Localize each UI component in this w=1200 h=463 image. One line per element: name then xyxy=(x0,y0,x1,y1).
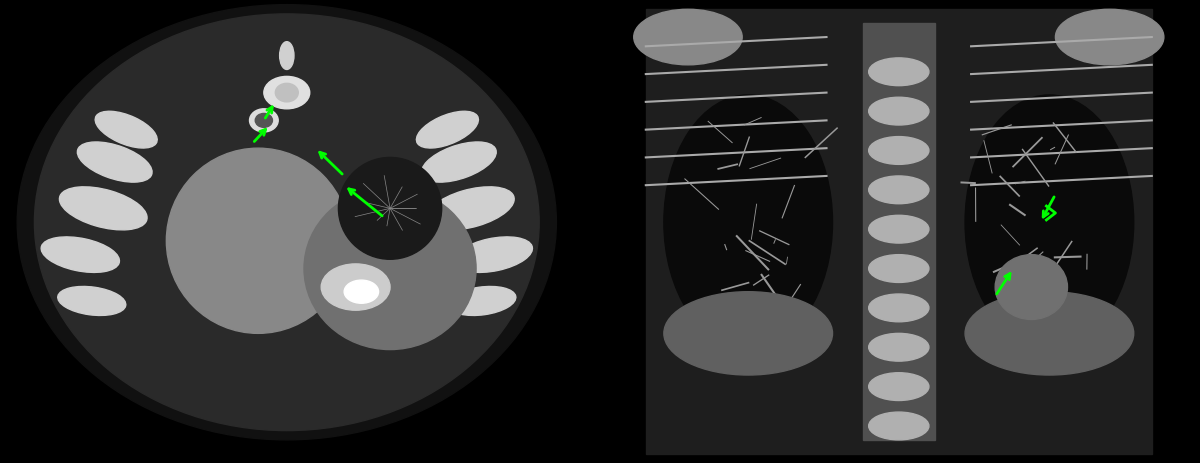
Bar xyxy=(863,23,935,440)
Ellipse shape xyxy=(416,111,479,148)
Ellipse shape xyxy=(304,188,476,350)
Ellipse shape xyxy=(454,237,533,272)
Circle shape xyxy=(17,5,557,440)
Ellipse shape xyxy=(58,287,126,315)
Ellipse shape xyxy=(965,292,1134,375)
Ellipse shape xyxy=(344,280,378,303)
Ellipse shape xyxy=(664,95,833,350)
Ellipse shape xyxy=(869,373,929,400)
Ellipse shape xyxy=(426,187,514,230)
Bar xyxy=(646,9,1152,454)
Ellipse shape xyxy=(60,187,148,230)
Ellipse shape xyxy=(448,287,516,315)
Ellipse shape xyxy=(1056,9,1164,65)
Ellipse shape xyxy=(869,412,929,440)
Ellipse shape xyxy=(869,58,929,86)
Circle shape xyxy=(250,109,278,132)
Ellipse shape xyxy=(869,176,929,204)
Ellipse shape xyxy=(869,137,929,164)
Ellipse shape xyxy=(421,142,497,182)
Ellipse shape xyxy=(264,76,310,109)
Ellipse shape xyxy=(869,255,929,282)
Ellipse shape xyxy=(280,42,294,69)
Ellipse shape xyxy=(965,95,1134,350)
Ellipse shape xyxy=(322,264,390,310)
Ellipse shape xyxy=(338,157,442,259)
Ellipse shape xyxy=(41,237,120,272)
Ellipse shape xyxy=(869,97,929,125)
Ellipse shape xyxy=(95,111,157,148)
Ellipse shape xyxy=(664,292,833,375)
Ellipse shape xyxy=(634,9,742,65)
Ellipse shape xyxy=(35,14,539,431)
Ellipse shape xyxy=(995,255,1068,319)
Ellipse shape xyxy=(77,142,152,182)
Ellipse shape xyxy=(869,215,929,243)
Ellipse shape xyxy=(869,333,929,361)
Ellipse shape xyxy=(167,148,350,333)
Circle shape xyxy=(256,113,272,127)
Ellipse shape xyxy=(869,294,929,322)
Ellipse shape xyxy=(275,83,299,102)
